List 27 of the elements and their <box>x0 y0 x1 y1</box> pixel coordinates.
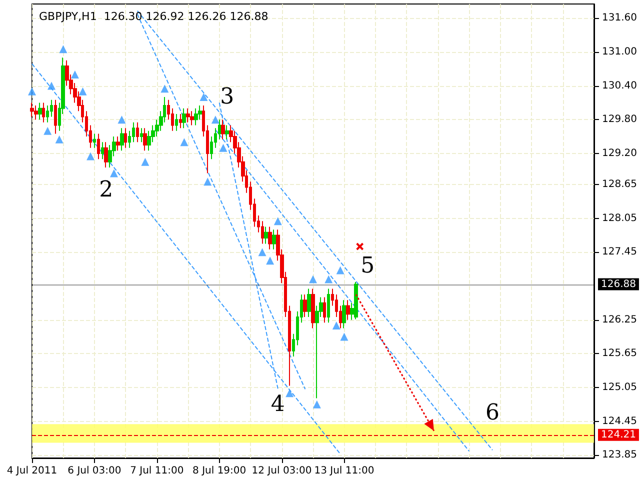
y-tick-label: 127.45 <box>602 246 637 258</box>
x-tick-label: 7 Jul 11:00 <box>130 466 184 476</box>
ref-line-label: 126.88 <box>601 278 636 290</box>
x-tick-label: 6 Jul 03:00 <box>68 466 122 476</box>
text: GBPJPY,H1 126.30 126.92 126.26 126.88 <box>39 10 268 23</box>
y-tick-label: 125.05 <box>602 382 637 394</box>
y-tick-label: 126.25 <box>602 314 637 326</box>
ref-line-label: 124.21 <box>601 429 636 440</box>
y-tick-label: 124.45 <box>602 416 637 427</box>
x-tick-label: 8 Jul 19:00 <box>192 466 246 476</box>
annotation: 6 <box>486 400 500 426</box>
y-tick-label: 129.20 <box>602 148 637 159</box>
y-tick-label: 123.85 <box>602 450 637 461</box>
y-tick-label: 128.05 <box>602 212 637 224</box>
annotation: 3 <box>220 84 234 110</box>
annotation: 2 <box>99 178 114 203</box>
x-tick-label: 12 Jul 03:00 <box>252 466 312 476</box>
y-tick-label: 130.40 <box>602 80 637 92</box>
x-tick-label: 4 Jul 2011 <box>6 466 58 476</box>
x-tick-label: 13 Jul 11:00 <box>314 466 374 476</box>
annotation: 4 <box>270 392 285 417</box>
y-tick-label: 131.60 <box>602 12 637 24</box>
y-tick-label: 128.65 <box>602 178 637 190</box>
annotation: 5 <box>360 254 375 279</box>
y-tick-label: 129.80 <box>602 114 637 126</box>
y-tick-label: 125.65 <box>602 348 637 360</box>
y-tick-label: 131.00 <box>602 46 637 58</box>
